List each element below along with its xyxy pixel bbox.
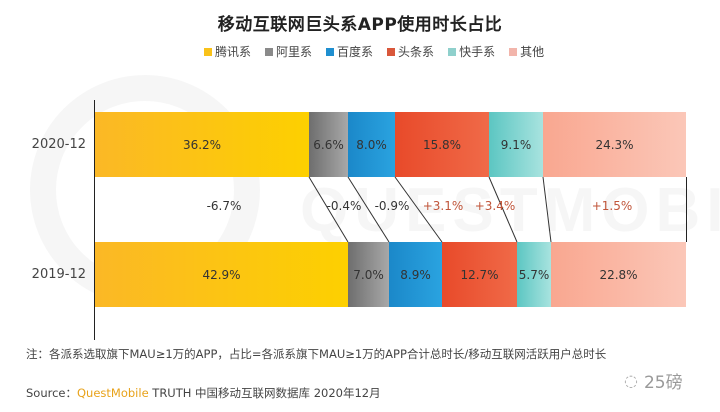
publisher-logo: ◌ 25磅 — [624, 368, 683, 393]
legend-label: 快手系 — [459, 45, 496, 59]
source-line: Source：QuestMobile TRUTH 中国移动互联网数据库 2020… — [26, 385, 381, 401]
change-labels: -6.7% -0.4% -0.9% +3.1% +3.4% +1.5% — [95, 199, 686, 219]
segment-kuaishou: 9.1% — [489, 112, 543, 177]
segment-bytedance: 15.8% — [395, 112, 489, 177]
legend-item-bytedance: 头条系 — [387, 43, 434, 60]
source-prefix: Source： — [26, 386, 77, 400]
legend-swatch — [387, 47, 396, 56]
change-kuaishou: +3.4% — [474, 199, 516, 213]
segment-alibaba: 7.0% — [348, 242, 389, 307]
y-axis-line — [94, 100, 95, 340]
legend-label: 百度系 — [337, 45, 374, 59]
segment-bytedance: 12.7% — [442, 242, 517, 307]
segment-baidu: 8.9% — [389, 242, 442, 307]
legend-swatch — [448, 47, 457, 56]
change-tencent: -6.7% — [206, 199, 242, 213]
bar-2019-12: 42.9% 7.0% 8.9% 12.7% 5.7% 22.8% — [95, 242, 686, 307]
legend-item-baidu: 百度系 — [326, 43, 373, 60]
segment-other: 22.8% — [551, 242, 686, 307]
segment-alibaba: 6.6% — [309, 112, 348, 177]
change-bytedance: +3.1% — [422, 199, 464, 213]
change-baidu: -0.9% — [374, 199, 410, 213]
legend-label: 腾讯系 — [215, 45, 252, 59]
source-brand: QuestMobile — [77, 386, 149, 400]
bar-2020-12: 36.2% 6.6% 8.0% 15.8% 9.1% 24.3% — [95, 112, 686, 177]
chart-title: 移动互联网巨头系APP使用时长占比 — [217, 15, 503, 35]
legend-swatch — [204, 47, 212, 56]
legend-label: 阿里系 — [276, 45, 313, 59]
legend-item-alibaba: 阿里系 — [265, 43, 312, 60]
legend-item-other: 其他 — [509, 43, 544, 60]
legend-swatch — [265, 47, 274, 56]
source-rest: TRUTH 中国移动互联网数据库 2020年12月 — [148, 386, 381, 400]
chat-bubble-icon: ◌ — [624, 371, 638, 390]
legend: 腾讯系 阿里系 百度系 头条系 快手系 其他 — [204, 43, 544, 60]
segment-kuaishou: 5.7% — [517, 242, 551, 307]
legend-label: 头条系 — [398, 45, 435, 59]
legend-swatch — [509, 47, 518, 56]
segment-other: 24.3% — [543, 112, 686, 177]
legend-item-tencent: 腾讯系 — [204, 43, 251, 60]
change-alibaba: -0.4% — [326, 199, 362, 213]
footnote: 注：各派系选取旗下MAU≥1万的APP，占比=各派系旗下MAU≥1万的APP合计… — [26, 347, 607, 361]
legend-label: 其他 — [520, 45, 545, 59]
y-label-2019: 2019-12 — [31, 267, 86, 282]
segment-baidu: 8.0% — [348, 112, 395, 177]
right-border-line — [686, 177, 687, 242]
change-other: +1.5% — [591, 199, 633, 213]
legend-swatch — [326, 47, 335, 56]
segment-tencent: 36.2% — [95, 112, 309, 177]
logo-text: 25磅 — [643, 373, 683, 393]
segment-tencent: 42.9% — [95, 242, 348, 307]
y-label-2020: 2020-12 — [31, 137, 86, 152]
legend-item-kuaishou: 快手系 — [448, 43, 495, 60]
